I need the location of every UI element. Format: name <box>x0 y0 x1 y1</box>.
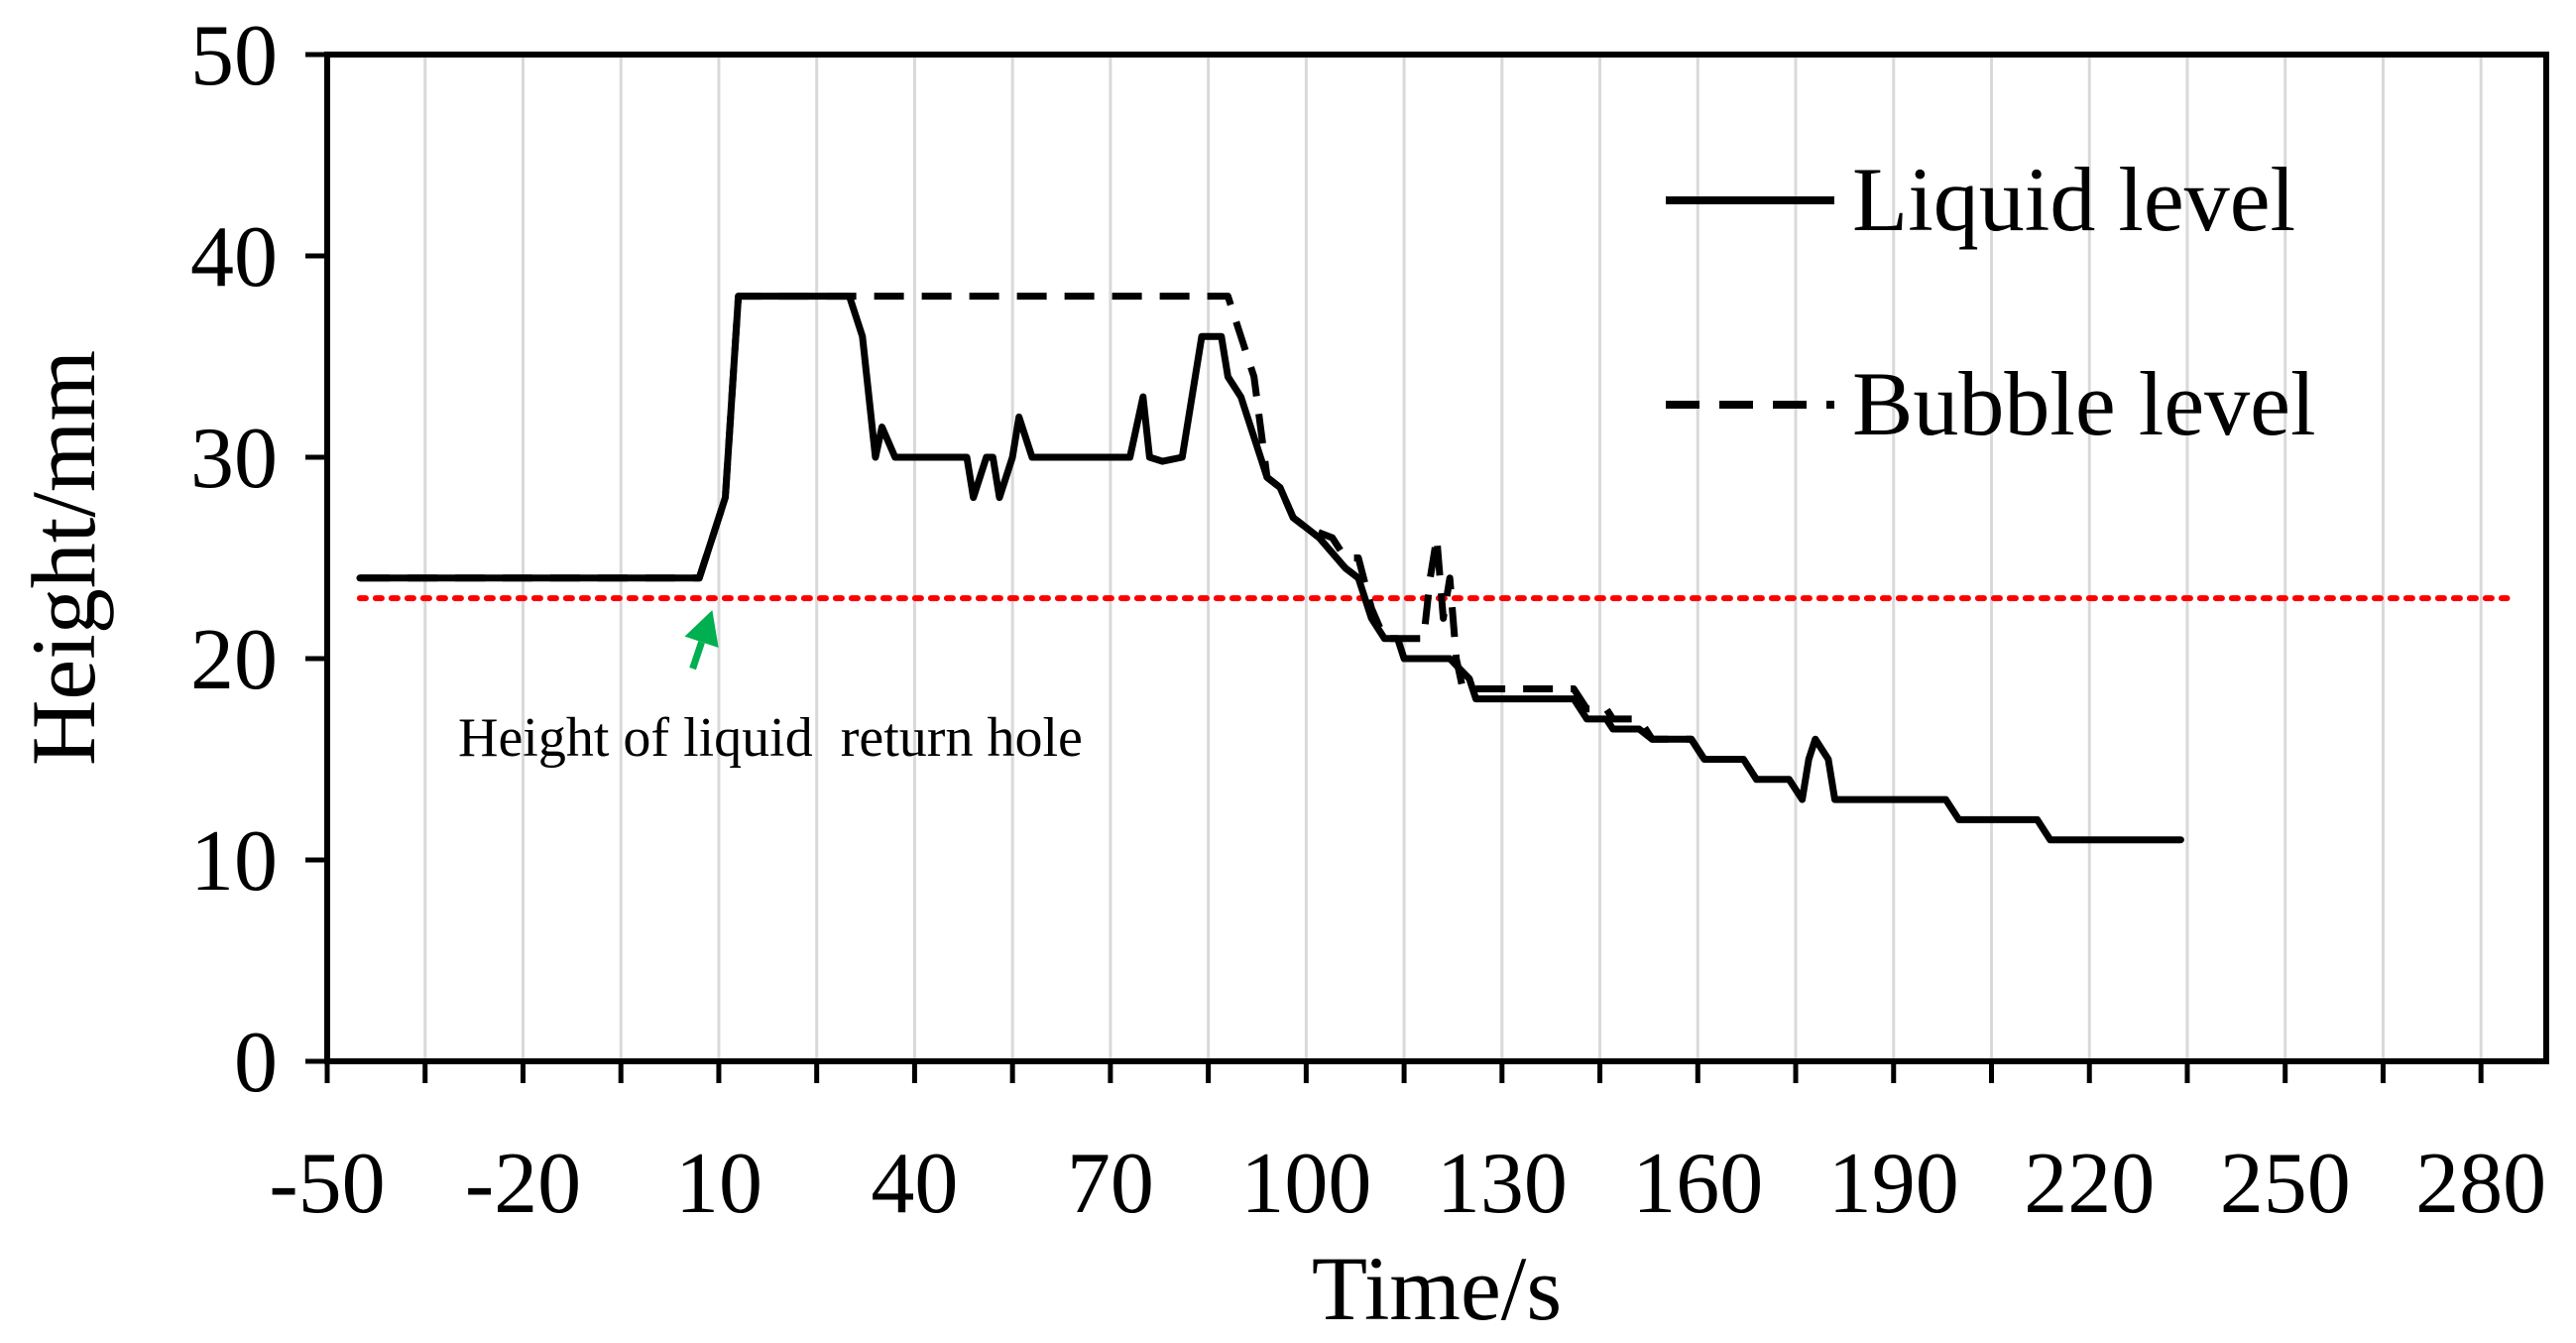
y-tick-label: 0 <box>234 1015 278 1111</box>
x-tick-label: 100 <box>1240 1136 1371 1232</box>
y-tick-label: 20 <box>190 612 278 708</box>
x-tick-label: 130 <box>1437 1136 1568 1232</box>
legend: Liquid level Bubble level <box>1666 149 2316 454</box>
y-tick-label: 10 <box>190 813 278 910</box>
x-tick-label: 40 <box>871 1136 958 1232</box>
y-tick-label: 50 <box>190 8 278 104</box>
series-line-liquid-level <box>356 293 2184 844</box>
legend-label-liquid-level: Liquid level <box>1852 149 2295 250</box>
tick-labels-layer: -50 -20 10 40 70 100 130 160 190 220 250 280 0 10 20 30… <box>190 8 2546 1232</box>
y-tick-label: 40 <box>190 209 278 305</box>
annotation-arrow-shaft <box>689 641 705 671</box>
plot-area-frame <box>324 52 2549 1064</box>
annotation-arrow-icon <box>684 610 719 649</box>
x-tick-label: 190 <box>1828 1136 1959 1232</box>
x-tick-label: 250 <box>2220 1136 2351 1232</box>
legend-label-bubble-level: Bubble level <box>1852 353 2316 454</box>
x-tick-label: -50 <box>269 1136 385 1232</box>
x-tick-label: 160 <box>1632 1136 1763 1232</box>
series-layer <box>356 293 2184 844</box>
grid-layer <box>423 55 2483 1061</box>
x-tick-label: 220 <box>2024 1136 2155 1232</box>
x-tick-label: 10 <box>675 1136 762 1232</box>
x-tick-label: -20 <box>465 1136 581 1232</box>
x-tick-label: 70 <box>1067 1136 1154 1232</box>
x-axis-title: Time/s <box>1312 1238 1562 1339</box>
annotation: Height of liquid return hole <box>458 610 1083 769</box>
x-tick-label: 280 <box>2415 1136 2546 1232</box>
ticks-layer <box>305 52 2484 1083</box>
y-axis-title: Height/mm <box>13 350 114 766</box>
y-tick-label: 30 <box>190 411 278 507</box>
annotation-label: Height of liquid return hole <box>458 707 1083 769</box>
